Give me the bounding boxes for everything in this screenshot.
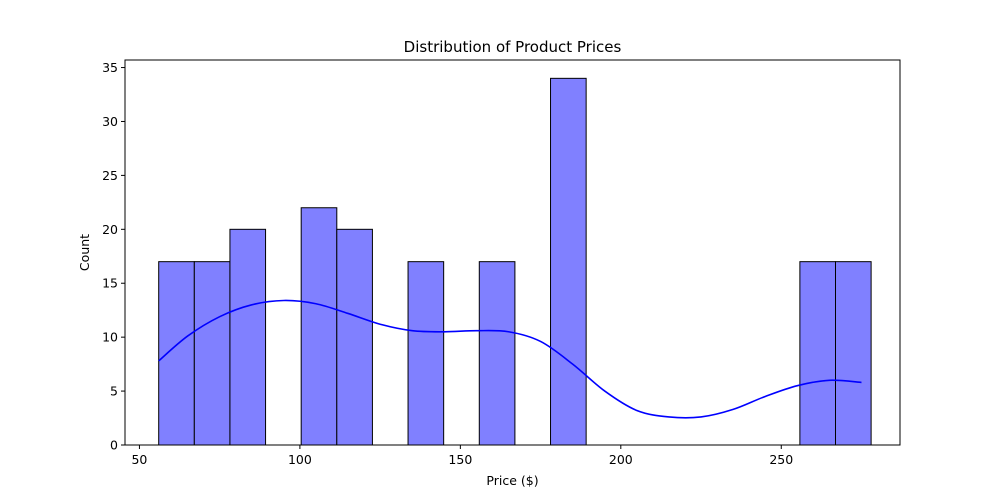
histogram-bar — [158, 261, 195, 446]
histogram-bar — [550, 77, 587, 446]
x-tick-label: 250 — [769, 452, 793, 467]
histogram-bar — [799, 261, 836, 446]
histogram-bar — [407, 261, 445, 446]
x-tick-label: 100 — [288, 452, 312, 467]
y-tick-label: 35 — [102, 60, 118, 75]
y-tick-label: 25 — [102, 168, 118, 183]
y-tick-label: 10 — [102, 330, 118, 345]
y-tick-label: 15 — [102, 276, 118, 291]
x-tick-label: 50 — [131, 452, 147, 467]
y-axis-title: Count — [77, 234, 92, 271]
histogram-bar — [300, 207, 338, 446]
y-tick-label: 0 — [110, 438, 118, 453]
kde-curve-group — [158, 299, 862, 419]
x-tick-label: 200 — [609, 452, 633, 467]
kde-curve — [158, 299, 862, 419]
y-tick-label: 30 — [102, 114, 118, 129]
histogram-bar — [478, 261, 516, 446]
histogram-bars — [158, 77, 872, 446]
histogram-bar — [336, 228, 373, 446]
chart-title: Distribution of Product Prices — [404, 38, 622, 56]
plot-frame — [124, 59, 901, 446]
histogram-bar — [834, 261, 872, 446]
y-tick-label: 5 — [110, 384, 118, 399]
y-tick-label: 20 — [102, 222, 118, 237]
x-axis-title: Price ($) — [486, 473, 538, 488]
x-axis-ticks: 50 100 150 200 250 — [131, 445, 793, 467]
histogram-bar — [193, 261, 231, 446]
x-tick-label: 150 — [448, 452, 472, 467]
y-axis-ticks: 0 5 10 15 20 25 30 35 — [102, 60, 125, 453]
histogram-bar — [229, 228, 267, 446]
